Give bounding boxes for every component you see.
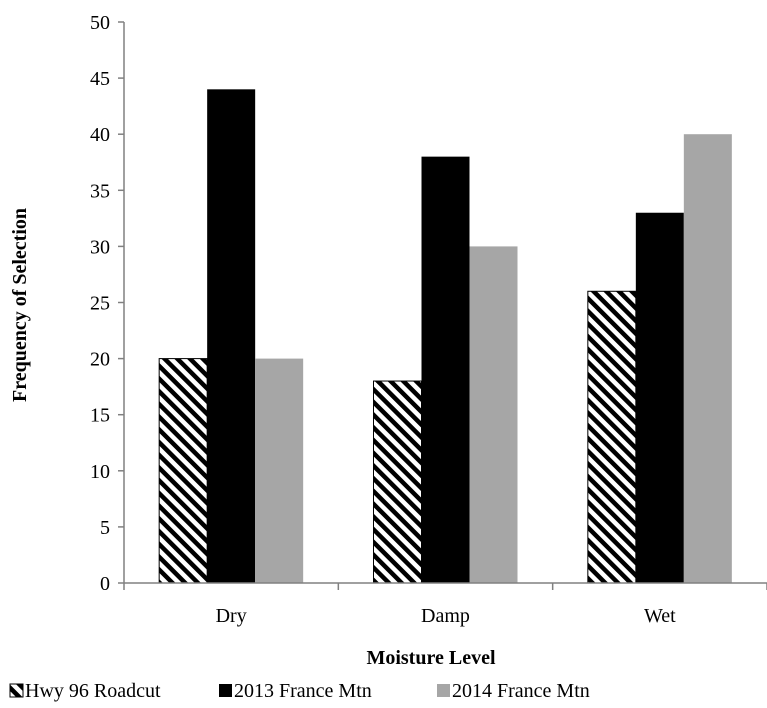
bar-2014-france-mtn-wet — [683, 134, 732, 583]
y-axis-ticks: 0 5 10 15 20 25 30 35 40 45 50 — [90, 12, 124, 595]
x-axis-ticks: Dry Damp Wet — [123, 583, 767, 627]
legend-label: 2013 France Mtn — [234, 680, 372, 702]
y-axis-title: Frequency of Selection — [9, 208, 31, 402]
y-tick-label: 30 — [90, 236, 110, 258]
legend-label: 2014 France Mtn — [452, 680, 590, 702]
legend-swatch — [219, 684, 232, 697]
y-tick-label: 45 — [90, 68, 110, 90]
y-tick-label: 40 — [90, 124, 110, 146]
x-category-label: Damp — [421, 605, 470, 627]
legend-swatch — [9, 683, 24, 698]
x-category-label: Wet — [644, 605, 676, 627]
x-category-label: Dry — [216, 605, 247, 627]
bar-2013-france-mtn-wet — [635, 212, 684, 584]
bar-hwy-96-roadcut-dry — [158, 358, 208, 584]
bar-2013-france-mtn-damp — [421, 156, 470, 583]
y-tick-label: 15 — [90, 405, 110, 427]
legend-label: Hwy 96 Roadcut — [25, 680, 161, 702]
y-tick-label: 25 — [90, 293, 110, 315]
y-tick-label: 35 — [90, 180, 110, 202]
y-tick-label: 20 — [90, 349, 110, 371]
y-tick-label: 5 — [100, 517, 110, 539]
bar-hwy-96-roadcut-damp — [373, 380, 422, 584]
bar-2013-france-mtn-dry — [207, 89, 256, 583]
x-axis-title: Moisture Level — [366, 647, 495, 669]
y-tick-label: 0 — [100, 573, 110, 595]
legend-swatch — [437, 684, 450, 697]
bar-series — [158, 89, 732, 584]
y-tick-label: 50 — [90, 12, 110, 34]
bar-2014-france-mtn-dry — [255, 358, 304, 583]
y-tick-label: 10 — [90, 461, 110, 483]
legend: Hwy 96 Roadcut 2013 France Mtn 2014 France… — [9, 680, 590, 702]
bar-hwy-96-roadcut-wet — [587, 290, 637, 584]
bar-2014-france-mtn-damp — [469, 246, 518, 583]
